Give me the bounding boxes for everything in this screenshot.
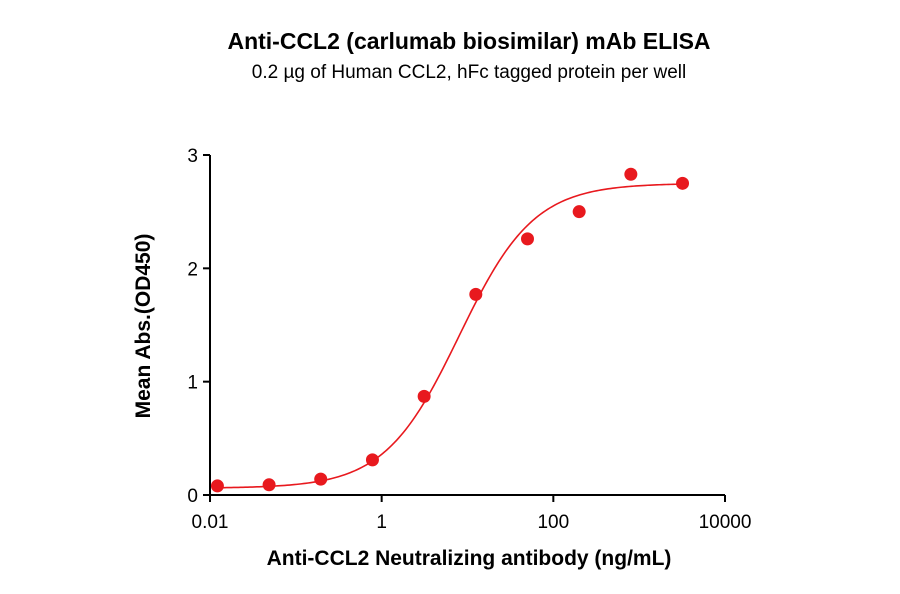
y-tick-label: 3 bbox=[187, 146, 198, 167]
x-axis-label: Anti-CCL2 Neutralizing antibody (ng/mL) bbox=[267, 547, 672, 570]
y-tick-label: 2 bbox=[187, 259, 198, 280]
data-point bbox=[262, 478, 276, 492]
data-point bbox=[624, 167, 638, 181]
data-point bbox=[469, 287, 483, 301]
y-tick-label: 1 bbox=[187, 373, 198, 394]
y-axis-label: Mean Abs.(OD450) bbox=[132, 234, 155, 419]
x-tick-label: 10000 bbox=[699, 512, 752, 533]
x-tick-label: 1 bbox=[376, 512, 387, 533]
data-point bbox=[676, 176, 690, 190]
fit-curve bbox=[217, 183, 683, 489]
data-point bbox=[210, 479, 224, 493]
data-point bbox=[365, 453, 379, 467]
data-point bbox=[520, 232, 534, 246]
axes bbox=[209, 155, 725, 496]
x-ticks: 0.01 1 100 10000 bbox=[192, 495, 752, 533]
data-points bbox=[210, 167, 690, 493]
y-ticks: 0 1 2 3 bbox=[187, 146, 210, 507]
chart-title: Anti-CCL2 (carlumab biosimilar) mAb ELIS… bbox=[227, 28, 710, 54]
chart-subtitle: 0.2 µg of Human CCL2, hFc tagged protein… bbox=[252, 62, 686, 83]
y-tick-label: 0 bbox=[187, 486, 198, 507]
data-point bbox=[314, 472, 328, 486]
data-point bbox=[417, 389, 431, 403]
x-tick-label: 100 bbox=[537, 512, 569, 533]
x-tick-label: 0.01 bbox=[192, 512, 229, 533]
data-point bbox=[572, 205, 586, 219]
